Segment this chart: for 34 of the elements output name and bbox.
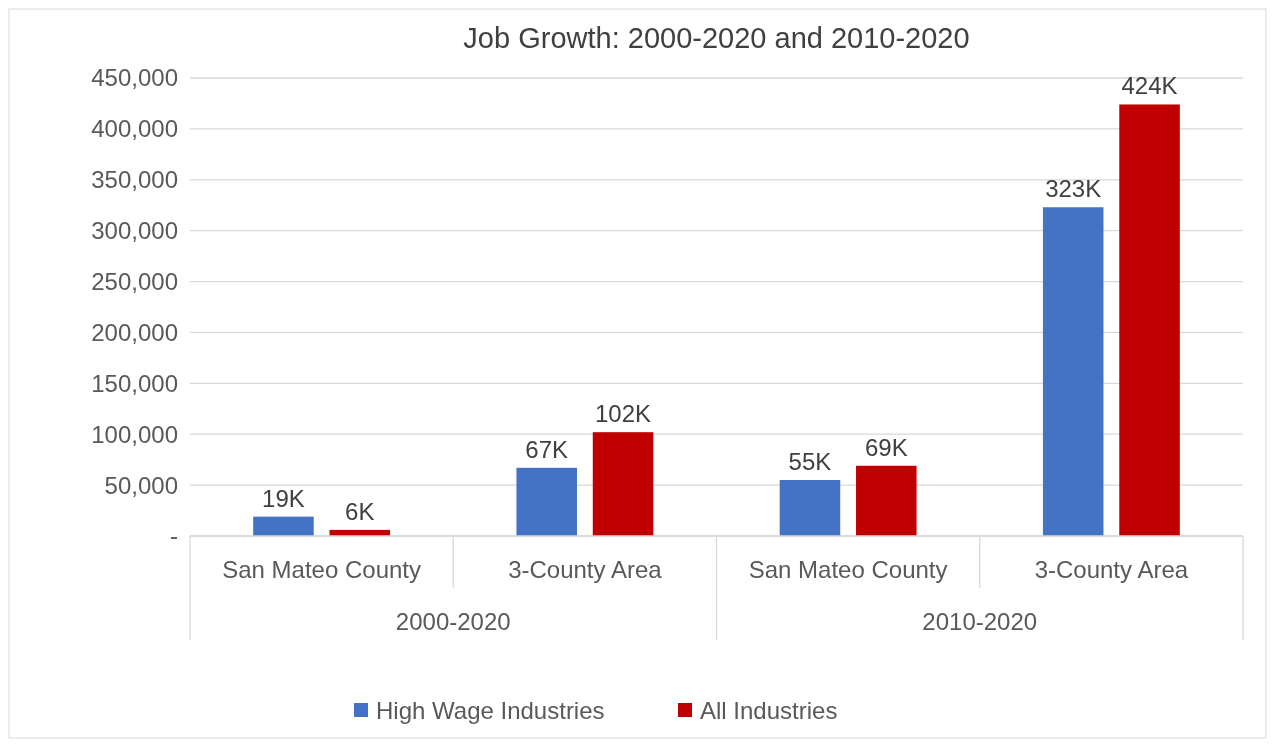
x-tick-label: 3-County Area	[508, 556, 663, 584]
y-tick-label: 150,000	[91, 369, 178, 397]
data-label: 19K	[262, 484, 305, 512]
bar	[253, 516, 314, 536]
y-tick-label: 450,000	[91, 64, 178, 92]
y-tick-label: 250,000	[91, 267, 178, 295]
x-tick-label: San Mateo County	[748, 556, 948, 584]
data-label: 67K	[525, 435, 569, 463]
text: 2010-2020	[922, 608, 1038, 636]
y-tick-label: 100,000	[91, 420, 178, 448]
y-tick-label: 200,000	[91, 318, 178, 346]
data-label: 69K	[864, 433, 908, 461]
x-tick-label: San Mateo County	[222, 556, 422, 584]
y-tick-label: 350,000	[91, 166, 178, 194]
data-label: 323K	[1045, 175, 1102, 203]
x-tick-label: 3-County Area	[1034, 556, 1189, 584]
y-tick-label: -	[170, 522, 178, 550]
y-tick-label: 300,000	[91, 217, 178, 245]
bar	[592, 432, 654, 536]
bar	[856, 465, 917, 536]
data-label: 55K	[788, 448, 832, 476]
bar	[779, 480, 841, 536]
bar	[516, 467, 577, 536]
bar	[1119, 104, 1180, 536]
data-label: 102K	[595, 400, 652, 428]
chart-title: Job Growth: 2000-2020 and 2010-2020	[463, 22, 970, 54]
y-tick-label: 400,000	[91, 115, 178, 143]
data-label: 6K	[345, 497, 375, 525]
legend-label: All Industries	[700, 697, 838, 725]
y-tick-label: 50,000	[104, 471, 178, 499]
legend-label: High Wage Industries	[376, 697, 605, 725]
text: 2000-2020	[395, 608, 511, 636]
data-label: 424K	[1121, 72, 1178, 100]
bar	[1042, 207, 1104, 536]
